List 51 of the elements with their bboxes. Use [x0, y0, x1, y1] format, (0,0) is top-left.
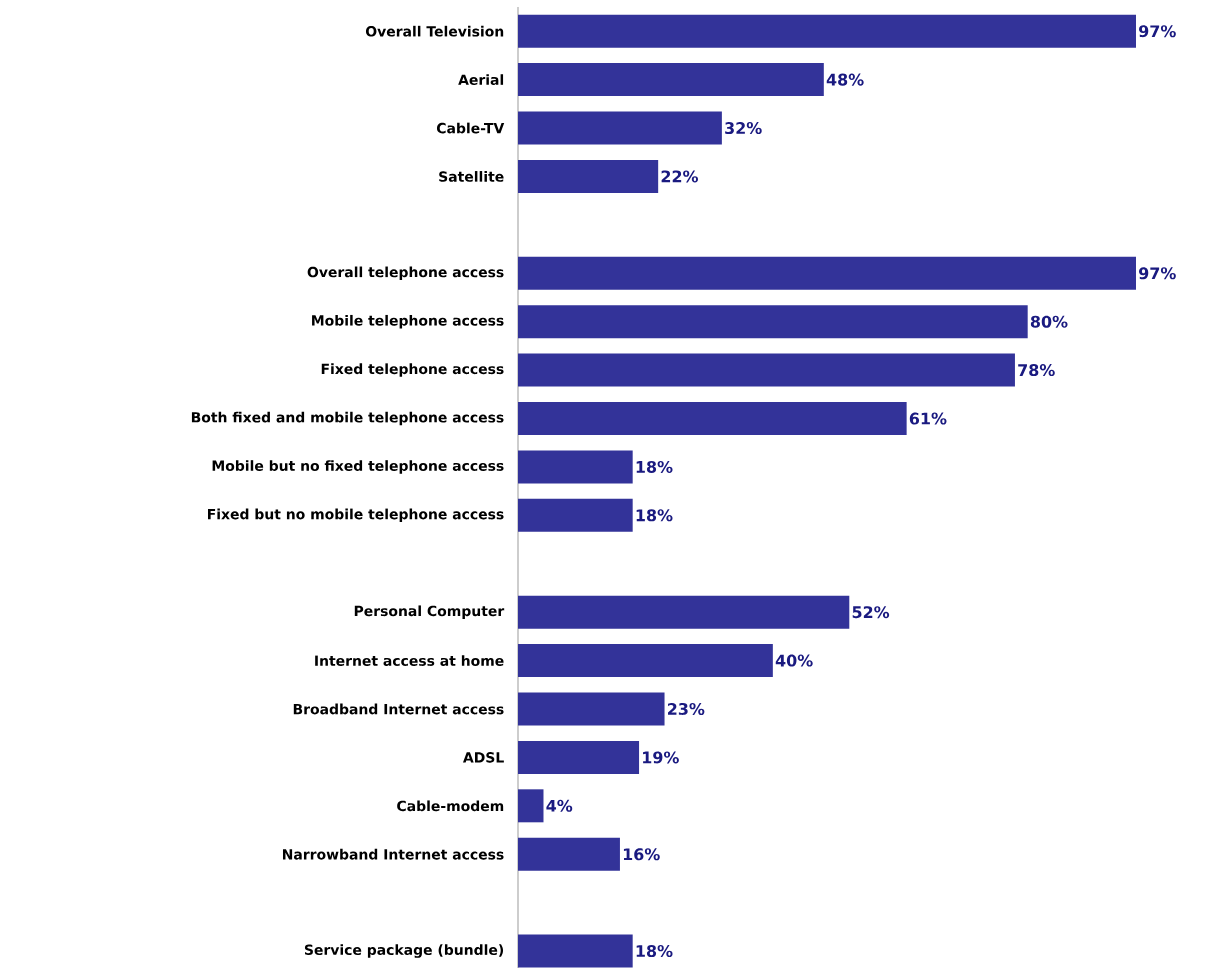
- y-tick-label: Internet access at home: [315, 655, 504, 666]
- bar: [518, 159, 659, 193]
- y-tick-label: Overall Television: [365, 25, 504, 37]
- data-label: 16%: [623, 848, 660, 861]
- data-label: 18%: [636, 509, 673, 522]
- bar: [518, 643, 773, 677]
- y-tick-label: Broadband Internet access: [293, 703, 504, 715]
- bar: [518, 450, 633, 484]
- y-tick-label: Cable-TV: [437, 122, 505, 134]
- bar: [518, 353, 1015, 387]
- y-tick-label: Mobile but no fixed telephone access: [212, 460, 504, 474]
- bar: [518, 111, 722, 145]
- y-tick-label: Narrowband Internet access: [282, 848, 504, 860]
- bar: [518, 256, 1136, 290]
- bar: [518, 837, 620, 871]
- y-tick-label: Satellite: [439, 170, 504, 182]
- data-label: 18%: [636, 944, 673, 957]
- bar: [518, 740, 640, 774]
- y-tick-label: Mobile telephone access: [312, 314, 504, 329]
- y-tick-label: Overall telephone access: [307, 266, 504, 280]
- y-tick-label: ADSL: [462, 752, 504, 763]
- bar: [518, 595, 850, 629]
- data-label: 40%: [775, 654, 813, 667]
- data-label: 22%: [661, 170, 699, 183]
- y-tick-label: Fixed but no mobile telephone access: [208, 508, 504, 522]
- bar: [518, 63, 824, 97]
- bar: [518, 789, 544, 823]
- y-tick-label: Aerial: [458, 74, 504, 85]
- data-label: 61%: [909, 412, 947, 425]
- data-label: 97%: [1139, 25, 1176, 38]
- bar: [518, 692, 665, 726]
- y-tick-label: Service package (bundle): [304, 944, 504, 958]
- data-label: 23%: [668, 702, 705, 715]
- data-label: 80%: [1030, 315, 1068, 328]
- data-label: 52%: [852, 606, 890, 619]
- bar: [518, 305, 1028, 339]
- bar: [518, 934, 633, 968]
- y-tick-label: Personal Computer: [354, 605, 505, 619]
- data-label: 48%: [826, 73, 864, 86]
- data-label: 32%: [725, 121, 762, 134]
- y-tick-label: Fixed telephone access: [321, 363, 504, 377]
- data-label: 97%: [1139, 267, 1176, 280]
- data-label: 19%: [643, 751, 679, 764]
- bar: [518, 498, 633, 532]
- bar: [518, 401, 907, 435]
- data-label: 4%: [546, 799, 573, 812]
- y-tick-label: Both fixed and mobile telephone access: [191, 411, 504, 426]
- data-label: 78%: [1018, 363, 1055, 377]
- data-label: 18%: [636, 460, 673, 473]
- y-tick-label: Cable-modem: [397, 800, 504, 812]
- bar: [518, 14, 1136, 48]
